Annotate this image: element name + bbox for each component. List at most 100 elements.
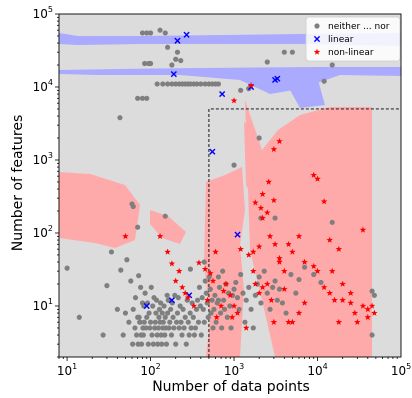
non-linear-point bbox=[339, 296, 346, 303]
non-linear-point bbox=[264, 280, 271, 287]
neither-nor-point bbox=[311, 271, 317, 278]
non-linear-point bbox=[201, 265, 209, 272]
neither-nor-point bbox=[153, 310, 159, 316]
legend-marker bbox=[313, 48, 321, 55]
neither-nor-point bbox=[153, 297, 160, 303]
non-linear-point bbox=[252, 199, 259, 206]
neither-nor-point bbox=[147, 30, 154, 36]
non-linear-point bbox=[331, 296, 338, 303]
legend-label: non-linear bbox=[328, 48, 374, 58]
linear-point bbox=[143, 302, 150, 310]
y-tick-label: 105 bbox=[33, 5, 53, 21]
neither-nor-point bbox=[238, 87, 244, 93]
neither-nor-point bbox=[198, 332, 204, 338]
neither-nor-point bbox=[142, 290, 148, 296]
neither-nor-point bbox=[159, 310, 165, 316]
non-linear-point bbox=[195, 259, 203, 266]
neither-nor-point bbox=[274, 297, 280, 303]
neither-nor-point bbox=[166, 325, 172, 331]
neither-nor-point bbox=[371, 292, 377, 298]
neither-nor-point bbox=[171, 325, 177, 331]
neither-nor-point bbox=[179, 332, 185, 338]
neither-nor-point bbox=[170, 314, 176, 320]
plot-area bbox=[59, 14, 401, 357]
non-linear-point bbox=[295, 309, 303, 316]
neither-nor-point bbox=[143, 325, 149, 331]
neither-nor-point bbox=[140, 332, 146, 338]
legend-marker bbox=[314, 23, 320, 29]
neither-nor-point bbox=[133, 332, 140, 338]
neither-nor-point bbox=[252, 292, 258, 298]
neither-nor-point bbox=[169, 81, 175, 87]
neither-nor-point bbox=[160, 319, 166, 325]
neither-nor-point bbox=[130, 203, 136, 210]
non-linear-point bbox=[289, 248, 296, 255]
non-linear-point bbox=[245, 251, 252, 258]
neither-nor-point bbox=[201, 319, 207, 325]
linear-point bbox=[234, 231, 241, 238]
non-linear-point bbox=[252, 280, 259, 287]
neither-nor-point bbox=[130, 306, 136, 312]
x-tick-label: 101 bbox=[57, 362, 77, 378]
non-linear-point bbox=[164, 248, 171, 255]
neither-nor-point bbox=[161, 303, 167, 309]
non-linear-point bbox=[276, 254, 283, 262]
non-linear-point bbox=[289, 318, 296, 325]
neither-nor-point bbox=[195, 319, 202, 325]
neither-nor-point bbox=[215, 81, 222, 87]
neither-nor-point bbox=[135, 224, 141, 230]
legend-label: linear bbox=[328, 35, 354, 45]
neither-nor-point bbox=[114, 306, 120, 312]
neither-nor-point bbox=[165, 310, 171, 316]
linear-point bbox=[168, 297, 175, 304]
non-linear-point bbox=[320, 198, 328, 205]
non-linear-region bbox=[150, 210, 186, 244]
neither-nor-point bbox=[200, 306, 206, 312]
non-linear-point bbox=[122, 232, 129, 240]
neither-nor-point bbox=[191, 332, 197, 338]
linear-region bbox=[290, 80, 325, 108]
neither-nor-point bbox=[186, 332, 192, 338]
neither-nor-point bbox=[138, 341, 145, 347]
non-linear-point bbox=[255, 289, 263, 296]
neither-nor-point bbox=[231, 162, 237, 168]
neither-nor-point bbox=[156, 306, 163, 312]
non-linear-point bbox=[156, 232, 164, 240]
neither-nor-point bbox=[250, 325, 256, 331]
non-linear-point bbox=[268, 296, 275, 303]
non-linear-point bbox=[237, 245, 244, 252]
x-tick-label: 105 bbox=[391, 362, 411, 378]
non-linear-point bbox=[230, 302, 238, 309]
non-linear-point bbox=[354, 318, 361, 325]
neither-nor-point bbox=[289, 49, 295, 55]
neither-nor-point bbox=[154, 81, 160, 87]
neither-nor-point bbox=[240, 290, 246, 296]
neither-nor-point bbox=[196, 284, 203, 290]
neither-nor-point bbox=[157, 27, 163, 33]
neither-nor-point bbox=[136, 273, 142, 279]
neither-nor-point bbox=[215, 274, 222, 280]
non-linear-point bbox=[220, 287, 227, 294]
neither-nor-point bbox=[206, 274, 212, 280]
non-linear-point bbox=[285, 318, 292, 325]
neither-nor-point bbox=[199, 295, 205, 301]
neither-nor-point bbox=[162, 332, 168, 338]
neither-nor-point bbox=[215, 297, 222, 303]
non-linear-point bbox=[184, 294, 192, 301]
neither-nor-point bbox=[210, 325, 216, 331]
neither-nor-point bbox=[246, 284, 252, 290]
non-linear-point bbox=[204, 296, 211, 303]
neither-nor-point bbox=[203, 290, 209, 296]
neither-nor-point bbox=[154, 332, 160, 338]
non-linear-point bbox=[259, 214, 266, 221]
neither-nor-point bbox=[120, 332, 126, 338]
neither-nor-point bbox=[220, 268, 226, 274]
neither-nor-point bbox=[124, 257, 130, 263]
neither-nor-point bbox=[144, 314, 150, 320]
non-linear-point bbox=[270, 196, 278, 204]
non-linear-region bbox=[245, 100, 372, 357]
neither-nor-point bbox=[301, 264, 308, 270]
non-linear-point bbox=[314, 267, 321, 274]
neither-nor-point bbox=[181, 325, 187, 331]
neither-nor-point bbox=[100, 332, 106, 338]
